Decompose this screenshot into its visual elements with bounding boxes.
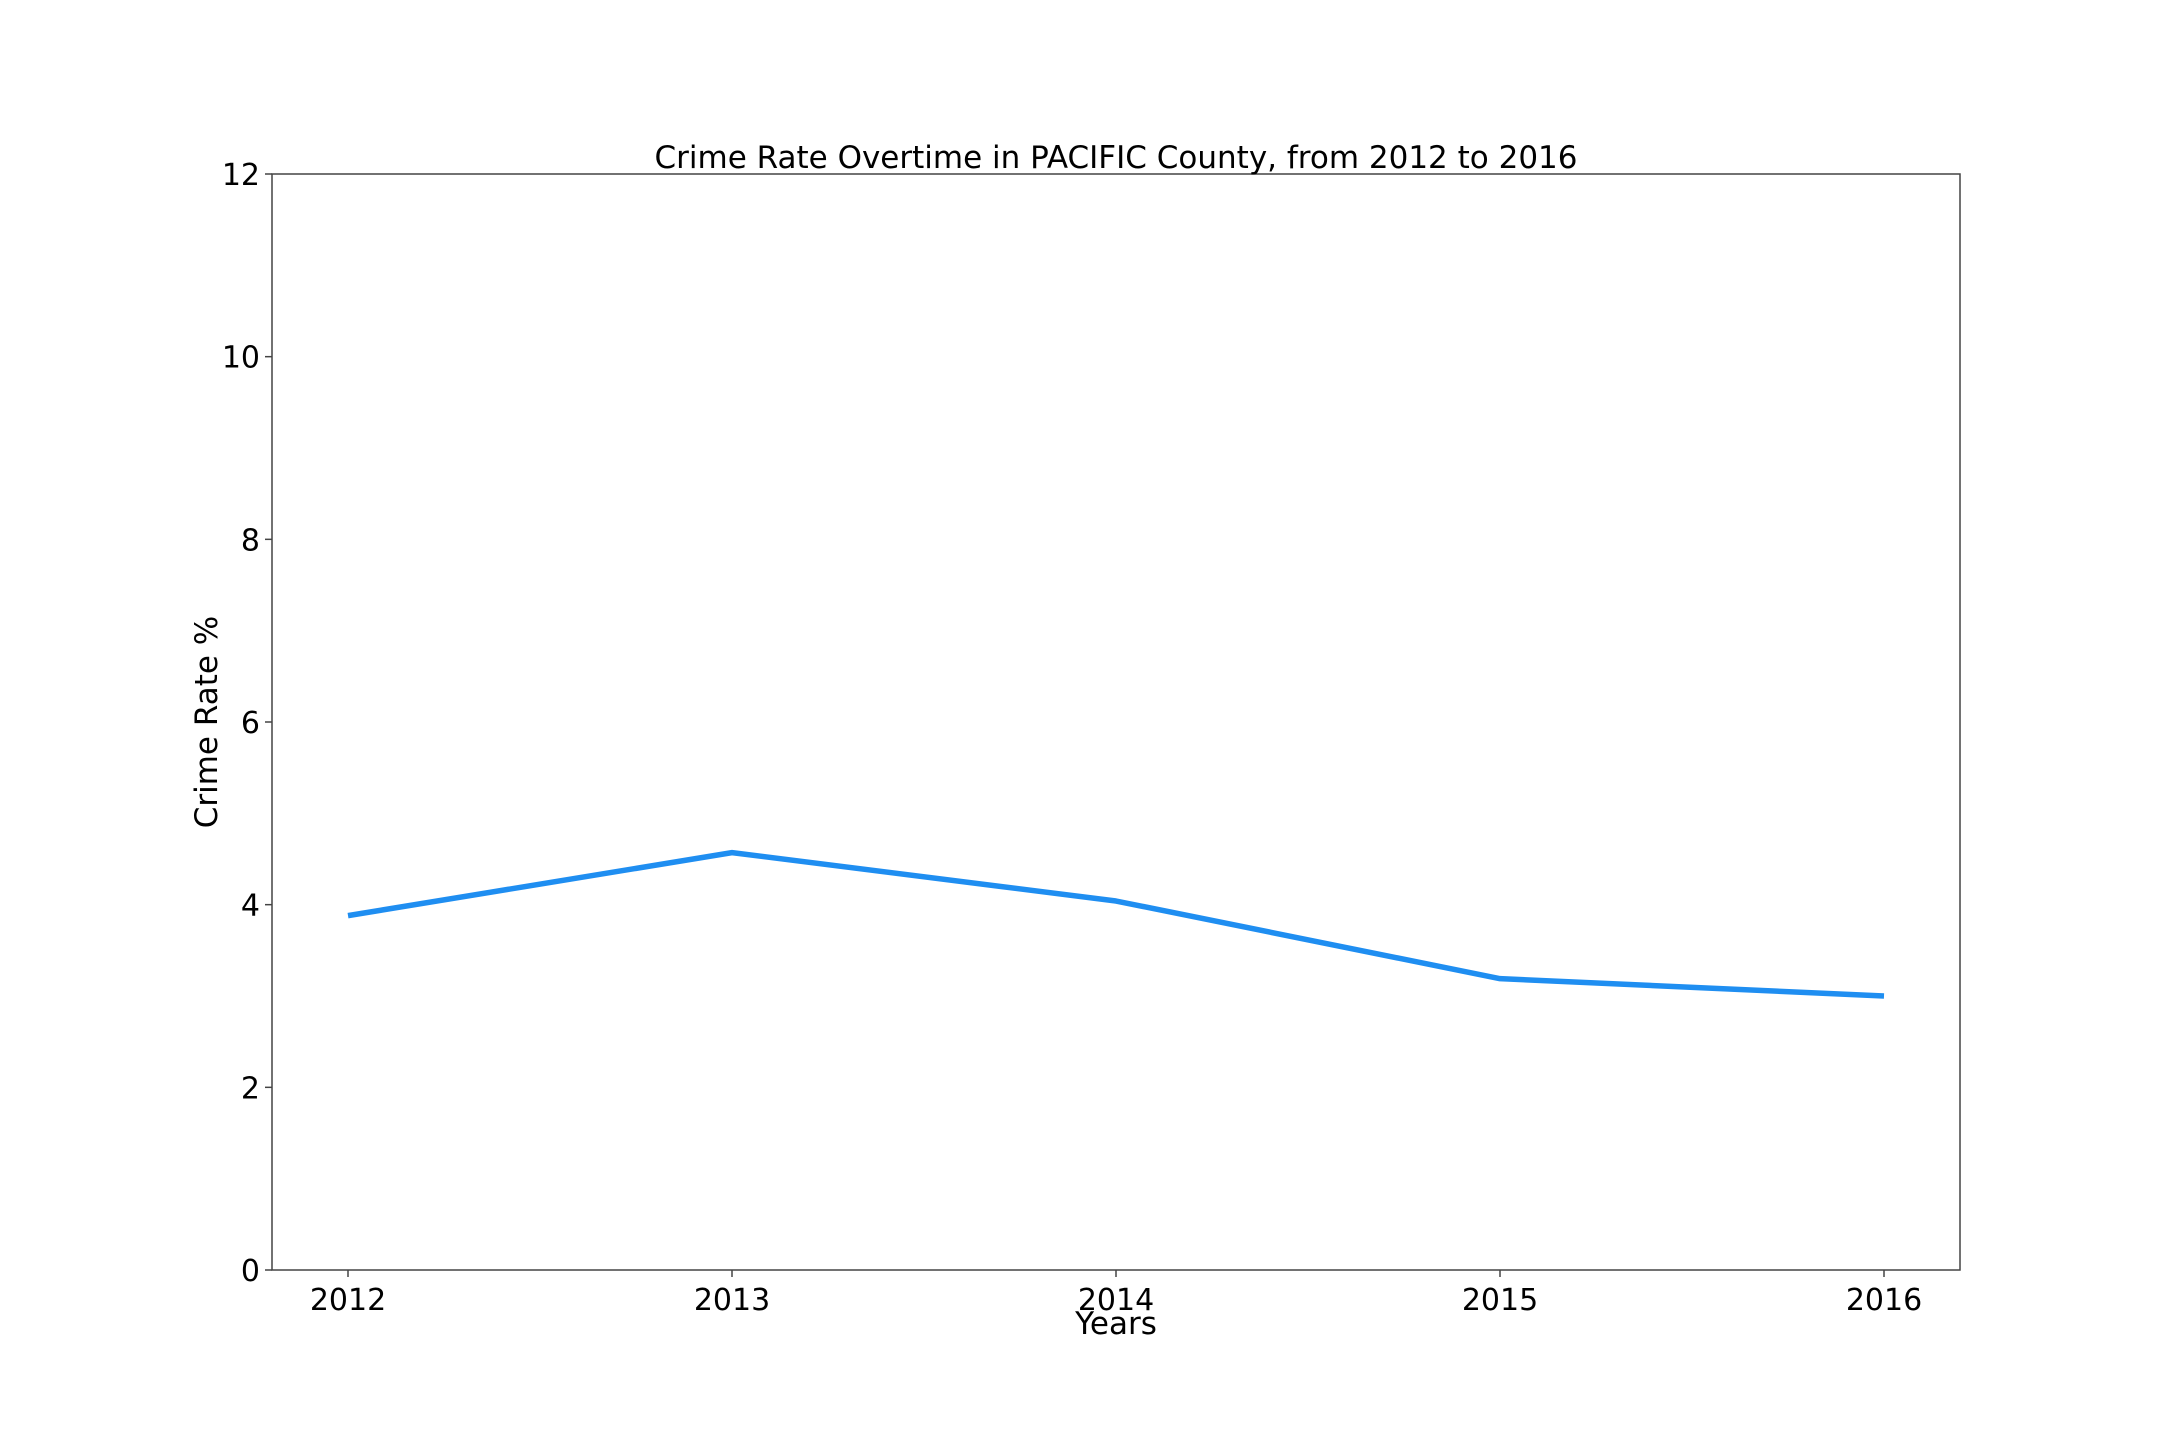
series-line-0	[347, 849, 1885, 999]
x-axis-label: Years	[1074, 1306, 1157, 1342]
y-tick-label-10: 10	[222, 341, 260, 376]
y-tick-label-8: 8	[241, 523, 260, 558]
y-tick-label-2: 2	[241, 1071, 260, 1106]
y-axis: 0 2 4 6 8 10 12	[222, 158, 272, 1289]
series-layer	[347, 849, 1885, 999]
x-tick-label-2014: 2014	[1078, 1283, 1154, 1318]
y-tick-label-4: 4	[241, 889, 260, 924]
x-tick-label-2015: 2015	[1462, 1283, 1538, 1318]
chart-title: Crime Rate Overtime in PACIFIC County, f…	[655, 140, 1578, 176]
x-axis: 2012 2013 2014 2015 2016	[310, 1270, 1922, 1318]
x-tick-label-2012: 2012	[310, 1283, 386, 1318]
y-axis-label: Crime Rate %	[189, 616, 225, 829]
y-tick-label-12: 12	[222, 158, 260, 193]
x-tick-label-2013: 2013	[694, 1283, 770, 1318]
y-tick-label-6: 6	[241, 706, 260, 741]
y-tick-label-0: 0	[241, 1254, 260, 1289]
x-tick-label-2016: 2016	[1846, 1283, 1922, 1318]
